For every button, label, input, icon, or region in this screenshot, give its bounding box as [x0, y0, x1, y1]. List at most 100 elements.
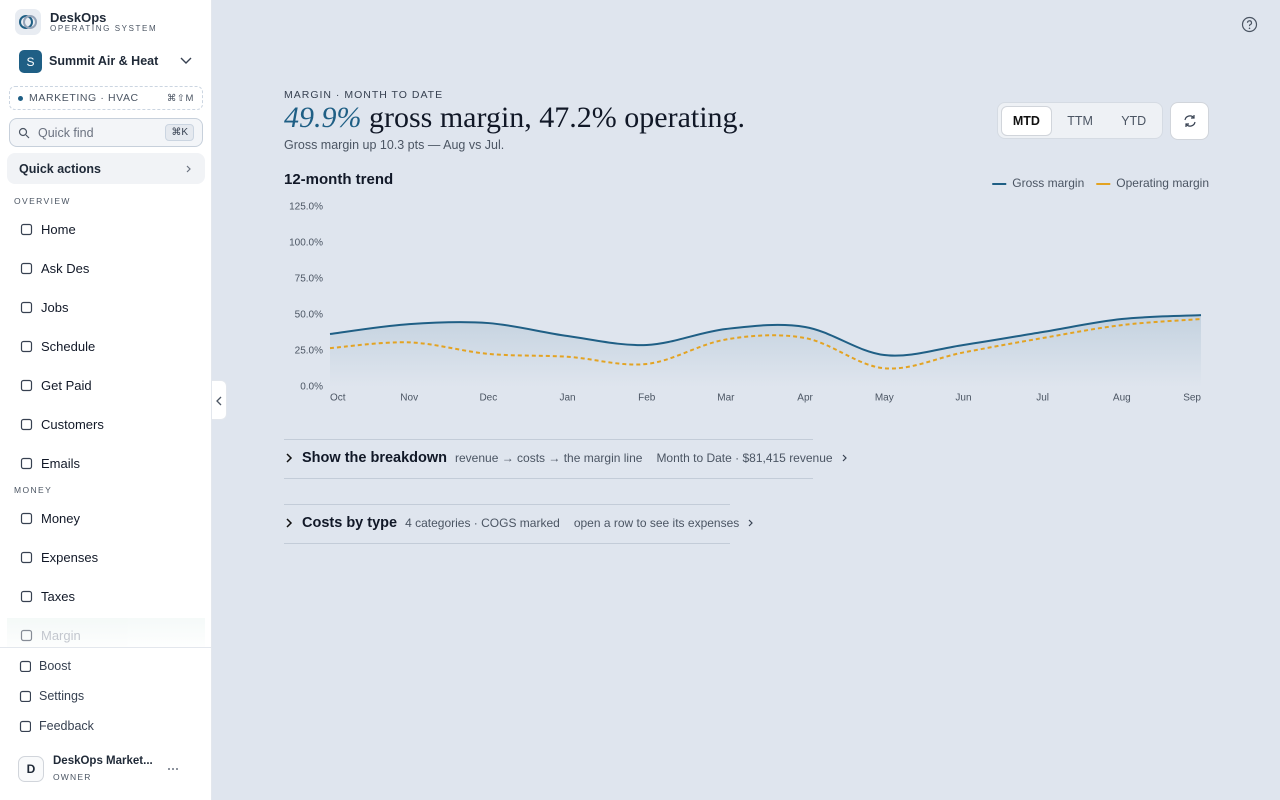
section-meta: Month to Date · $81,415 revenue: [656, 451, 833, 465]
dot: [18, 95, 23, 101]
nav-icon: [20, 551, 33, 563]
chevron: [748, 519, 754, 527]
section-row[interactable]: Show the breakdown revenue → costs → the …: [284, 450, 849, 466]
section-detail: 4 categories · COGS marked: [405, 516, 560, 530]
nav-icon: [19, 690, 31, 702]
chevron: [186, 165, 191, 172]
chevron: [286, 453, 293, 463]
y-tick-label: 75.0%: [295, 274, 323, 285]
shortcut: ⌘K: [165, 124, 194, 141]
y-tick-label: 50.0%: [295, 310, 323, 321]
x-tick-label: Jul: [1036, 393, 1049, 404]
nav-icon: [19, 720, 31, 732]
y-tick-label: 125.0%: [289, 202, 323, 213]
x-tick-label: Oct: [330, 393, 346, 404]
footer-label: Boost: [39, 659, 71, 673]
nav-icon: [20, 418, 33, 430]
nav-item[interactable]: Margin: [7, 618, 205, 652]
nav-icon: [20, 223, 33, 235]
period-button[interactable]: MTD: [1001, 105, 1052, 136]
x-tick-label: Aug: [1113, 393, 1131, 404]
logo: [15, 9, 41, 35]
nav-label: Jobs: [41, 299, 69, 315]
nav-label: Home: [41, 221, 76, 237]
nav-item[interactable]: Home: [7, 212, 205, 246]
x-tick-label: Sep: [1183, 393, 1201, 404]
refresh-icon: [1183, 115, 1196, 127]
nav-item[interactable]: Customers: [7, 407, 205, 441]
nav-item[interactable]: Schedule: [7, 329, 205, 363]
nav-icon: [20, 301, 33, 313]
user-role: OWNER: [53, 772, 92, 782]
x-tick-label: Jun: [955, 393, 971, 404]
quick-actions-label: Quick actions: [19, 161, 101, 176]
legend-label: Operating margin: [1116, 176, 1209, 190]
nav-item[interactable]: Jobs: [7, 290, 205, 324]
workspace-badge: S: [19, 50, 42, 73]
nav-label: Customers: [41, 416, 104, 432]
context-pill[interactable]: MARKETING · HVAC ⌘⇧M: [9, 86, 203, 110]
nav-item[interactable]: Emails: [7, 446, 205, 480]
section-title: Costs by type: [302, 515, 398, 531]
brand: DeskOps: [50, 10, 107, 25]
section-meta: open a row to see its expenses: [573, 516, 740, 530]
nav-item[interactable]: Taxes: [7, 579, 205, 613]
y-tick-label: 100.0%: [289, 238, 323, 249]
footer-item[interactable]: Feedback: [19, 719, 94, 733]
x-tick-label: Apr: [797, 393, 813, 404]
period-button[interactable]: TTM: [1067, 113, 1093, 128]
quick-actions[interactable]: Quick actions: [7, 153, 205, 184]
help-icon[interactable]: [1241, 16, 1258, 33]
eyebrow: MARGIN · MONTH TO DATE: [284, 89, 444, 101]
nav-icon: [20, 457, 33, 469]
logo-mark: [19, 15, 37, 29]
y-tick-label: 25.0%: [295, 346, 323, 357]
y-tick-label: 0.0%: [300, 382, 323, 393]
chevron[interactable]: [180, 56, 192, 66]
nav-icon: [20, 262, 33, 274]
refresh-button[interactable]: [1170, 102, 1209, 140]
headline: 49.9% gross margin, 47.2% operating.: [284, 101, 745, 135]
x-tick-label: May: [875, 393, 894, 404]
nav-icon: [20, 590, 33, 602]
x-tick-label: Jan: [559, 393, 575, 404]
nav-item[interactable]: Get Paid: [7, 368, 205, 402]
period-button[interactable]: YTD: [1121, 113, 1147, 128]
search[interactable]: Quick find ⌘K: [9, 118, 203, 147]
x-tick-label: Nov: [400, 393, 418, 404]
user-menu[interactable]: [167, 767, 179, 771]
subtitle: Gross margin up 10.3 pts — Aug vs Jul.: [284, 138, 505, 152]
footer-item[interactable]: Boost: [19, 659, 71, 673]
user-avatar: D: [18, 756, 44, 782]
headline-rest: gross margin, 47.2% operating.: [369, 101, 746, 134]
x-tick-label: Feb: [638, 393, 656, 404]
footer-label: Feedback: [39, 719, 94, 733]
nav-icon: [20, 512, 33, 524]
context-label: MARKETING · HVAC: [29, 92, 139, 104]
footer-item[interactable]: Settings: [19, 689, 84, 703]
x-tick-label: Mar: [717, 393, 735, 404]
collapse-handle[interactable]: [212, 380, 227, 420]
chevron: [842, 454, 847, 462]
nav-item[interactable]: Money: [7, 501, 205, 535]
nav-icon: [20, 379, 33, 391]
user-name[interactable]: DeskOps Market...: [53, 755, 153, 767]
section-row[interactable]: Costs by type 4 categories · COGS marked o…: [284, 515, 755, 531]
chevron: [286, 518, 293, 528]
sidebar: DeskOps OPERATING SYSTEM S Summit Air & …: [0, 0, 212, 800]
group-label: OVERVIEW: [14, 196, 71, 206]
nav-label: Margin: [41, 627, 81, 643]
divider: [284, 543, 730, 544]
chart-title: 12-month trend: [284, 171, 393, 188]
chevron: [216, 396, 222, 406]
search-placeholder: Quick find: [38, 125, 94, 140]
nav-item[interactable]: Ask Des: [7, 251, 205, 285]
footer-label: Settings: [39, 689, 85, 703]
nav-icon: [20, 340, 33, 352]
nav-item[interactable]: Expenses: [7, 540, 205, 574]
divider: [284, 478, 813, 479]
legend-label: Gross margin: [1012, 176, 1084, 190]
workspace-name[interactable]: Summit Air & Heat: [49, 54, 159, 68]
headline-value: 49.9%: [284, 101, 362, 134]
